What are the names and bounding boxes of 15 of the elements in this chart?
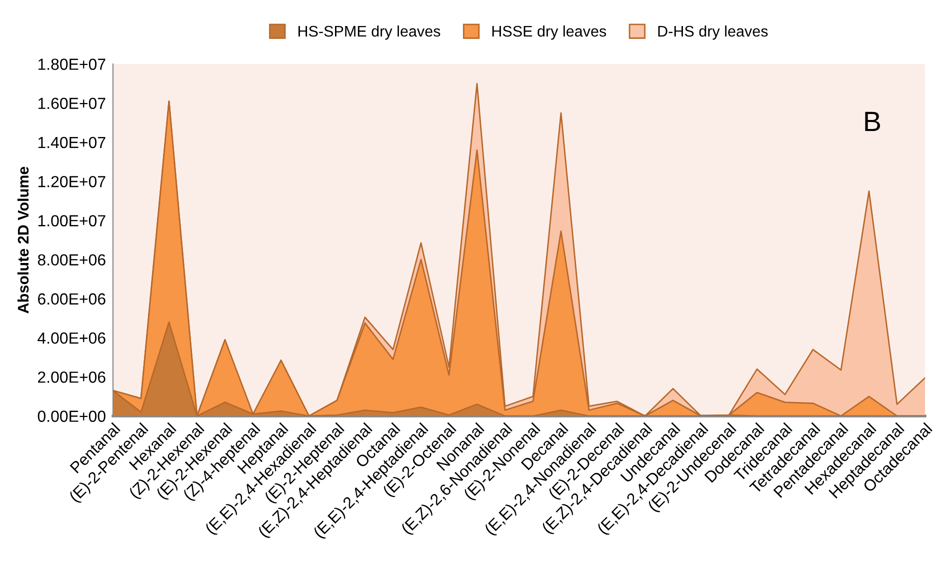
y-tick-label: 0.00E+00 bbox=[38, 410, 106, 422]
y-tick-label: 1.80E+07 bbox=[38, 58, 106, 70]
y-tick-label: 6.00E+06 bbox=[38, 293, 106, 305]
legend-label: HS-SPME dry leaves bbox=[298, 25, 440, 40]
legend-label: HSSE dry leaves bbox=[492, 25, 606, 40]
annotation: B bbox=[865, 112, 880, 132]
y-axis-title: Absolute 2D Volume bbox=[17, 166, 29, 314]
y-tick-label: 1.20E+07 bbox=[38, 176, 106, 188]
y-tick-label: 8.00E+06 bbox=[38, 254, 106, 266]
y-tick-label: 4.00E+06 bbox=[38, 332, 106, 344]
y-tick-label: 1.60E+07 bbox=[38, 98, 106, 110]
y-tick-label: 1.40E+07 bbox=[38, 136, 106, 148]
y-tick-label: 1.00E+07 bbox=[38, 215, 106, 226]
legend-label: D-HS dry leaves bbox=[658, 25, 768, 40]
y-tick-label: 2.00E+06 bbox=[38, 372, 106, 383]
